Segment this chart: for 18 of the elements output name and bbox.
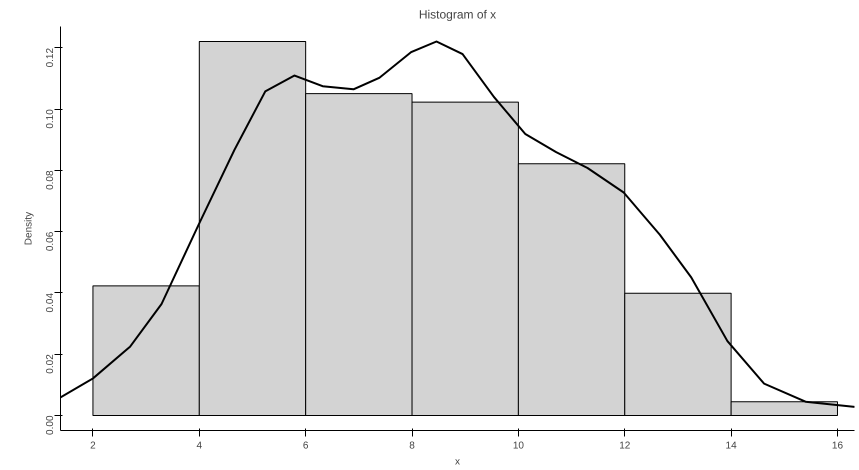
x-tick-label: 14: [726, 440, 738, 452]
x-axis-title: x: [455, 456, 460, 468]
y-tick-label: 0.12: [45, 48, 56, 68]
y-axis-title: Density: [24, 212, 34, 246]
x-tick-label: 16: [832, 440, 844, 452]
x-tick-label: 8: [409, 440, 416, 452]
x-tick-label: 12: [619, 440, 631, 452]
y-tick-label: 0.02: [45, 354, 56, 374]
y-tick-label: 0.06: [45, 231, 56, 252]
y-tick-label: 0.00: [45, 415, 56, 435]
y-tick-label: 0.04: [45, 292, 56, 312]
x-tick-label: 2: [90, 440, 96, 452]
chart-title: Histogram of x: [418, 8, 496, 22]
x-tick-label: 4: [196, 440, 203, 452]
x-tick-label: 10: [512, 440, 524, 452]
x-tick-label: 6: [302, 440, 309, 452]
y-tick-label: 0.08: [45, 170, 56, 190]
y-tick-label: 0.10: [45, 108, 56, 129]
